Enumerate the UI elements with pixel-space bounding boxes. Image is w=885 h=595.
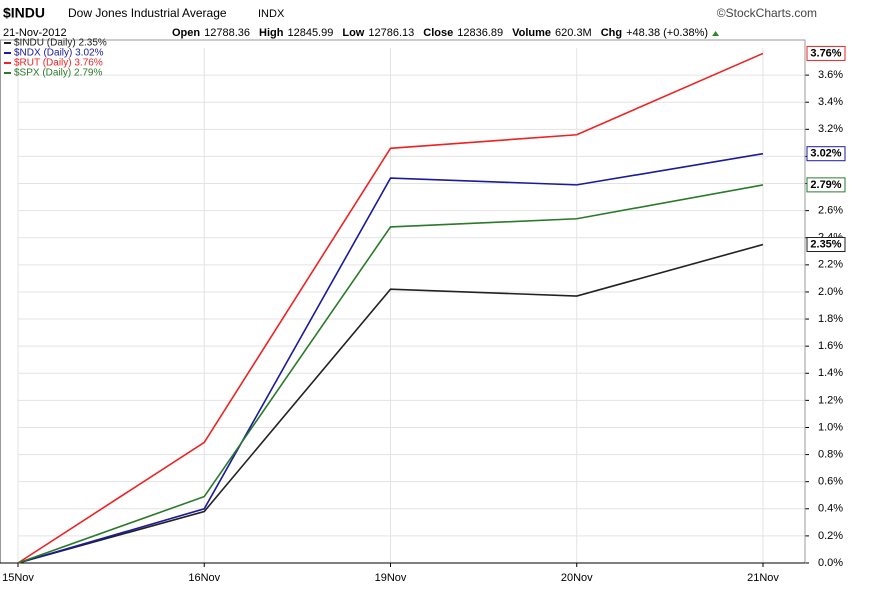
y-tick-label: 0.4% xyxy=(818,503,843,515)
y-tick-label: 2.0% xyxy=(818,286,843,298)
date: 21-Nov-2012 xyxy=(3,27,67,39)
y-tick-label: 3.4% xyxy=(818,96,843,108)
chart-subtitle: Dow Jones Industrial Average xyxy=(68,6,227,20)
x-tick-label: 15Nov xyxy=(2,572,34,584)
end-label: 2.35% xyxy=(810,238,841,250)
y-tick-label: 2.6% xyxy=(818,205,843,217)
stat-label: Volume xyxy=(512,27,551,39)
end-label-box xyxy=(806,146,846,162)
y-tick-label: 1.4% xyxy=(818,367,843,379)
y-tick-label: 0.8% xyxy=(818,448,843,460)
legend-label: $INDU (Daily) 2.35% xyxy=(14,38,107,49)
credit: ©StockCharts.com xyxy=(717,6,817,20)
y-tick-label: 0.0% xyxy=(818,557,843,569)
y-tick-label: 3.6% xyxy=(818,69,843,81)
end-label: 2.79% xyxy=(810,179,841,191)
legend-label: $NDX (Daily) 3.02% xyxy=(14,48,104,59)
end-label: 3.76% xyxy=(810,47,841,59)
end-label-box xyxy=(806,177,846,193)
legend-label: $SPX (Daily) 2.79% xyxy=(14,68,102,79)
chart-title: $INDU xyxy=(3,5,45,21)
y-tick-label: 1.8% xyxy=(818,313,843,325)
up-arrow xyxy=(712,31,720,36)
plot-frame xyxy=(0,39,806,564)
y-tick-label: 2.2% xyxy=(818,259,843,271)
y-tick-label: 1.0% xyxy=(818,421,843,433)
end-label-box xyxy=(806,237,846,253)
x-tick-label: 16Nov xyxy=(188,572,220,584)
x-tick-label: 21Nov xyxy=(747,572,779,584)
y-tick-label: 1.6% xyxy=(818,340,843,352)
end-label-box xyxy=(806,45,846,61)
y-tick-label: 3.2% xyxy=(818,123,843,135)
exchange: INDX xyxy=(258,8,285,20)
stat-label: Low xyxy=(342,27,364,39)
y-tick-label: 0.6% xyxy=(818,476,843,488)
stat-value: 12786.13 xyxy=(368,27,414,39)
stat-value: 12845.99 xyxy=(287,27,333,39)
y-tick-label: 0.2% xyxy=(818,530,843,542)
stats: Open 12788.36 High 12845.99 Low 12786.13 Close… xyxy=(172,27,708,39)
stat-label: Open xyxy=(172,27,200,39)
x-tick-label: 20Nov xyxy=(561,572,593,584)
series-line xyxy=(17,52,764,564)
series-line xyxy=(17,152,764,564)
stat-value: 12836.89 xyxy=(457,27,503,39)
series-line xyxy=(17,184,764,564)
end-label: 3.02% xyxy=(810,148,841,160)
series-line xyxy=(17,243,764,564)
x-tick-label: 19Nov xyxy=(375,572,407,584)
y-tick-label: 1.2% xyxy=(818,394,843,406)
stat-label: Close xyxy=(423,27,453,39)
stat-value: 12788.36 xyxy=(204,27,250,39)
stat-value: 620.3M xyxy=(555,27,592,39)
legend-label: $RUT (Daily) 3.76% xyxy=(14,58,103,69)
stat-label: Chg xyxy=(601,27,622,39)
stat-label: High xyxy=(259,27,284,39)
stat-value: +48.38 (+0.38%) xyxy=(626,27,708,39)
